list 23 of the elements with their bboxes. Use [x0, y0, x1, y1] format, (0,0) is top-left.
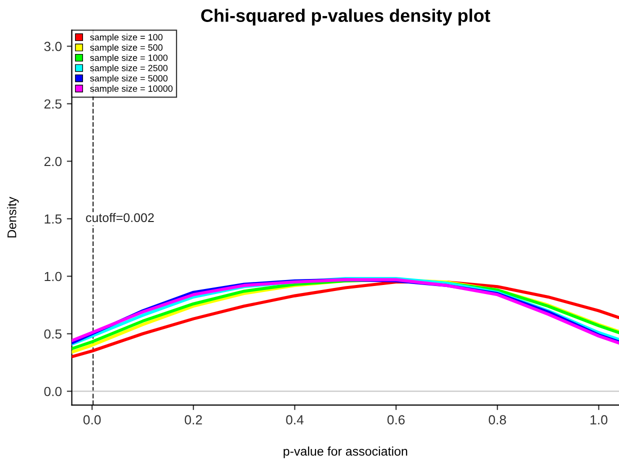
legend-label: sample size = 10000: [90, 85, 173, 94]
y-tick-label: 3.0: [44, 42, 62, 52]
x-tick-label: 1.0: [590, 415, 608, 424]
x-axis-title: p-value for association: [284, 446, 408, 458]
legend-label: sample size = 2500: [90, 64, 168, 74]
x-tick-label: 0.2: [184, 415, 202, 424]
chart-title: Chi-squared p-values density plot: [201, 8, 490, 26]
y-tick-label: 0.0: [44, 386, 62, 396]
y-tick-label: 1.0: [44, 272, 62, 282]
y-tick-label: 1.5: [44, 214, 62, 224]
y-axis-title: Density: [7, 196, 19, 238]
x-tick-label: 0.0: [83, 415, 101, 424]
x-tick-label: 0.8: [488, 415, 506, 424]
x-tick-label: 0.6: [387, 415, 405, 424]
x-tick-label: 0.4: [286, 415, 304, 424]
y-tick-label: 0.5: [44, 329, 62, 339]
legend-label: sample size = 5000: [90, 74, 168, 84]
y-tick-label: 2.0: [44, 156, 62, 166]
y-tick-label: 2.5: [44, 99, 62, 109]
legend-label: sample size = 1000: [90, 54, 168, 63]
legend-label: sample size = 100: [90, 34, 163, 42]
legend-label: sample size = 500: [90, 44, 163, 52]
ref-line-label: cutoff=0.002: [86, 212, 154, 222]
